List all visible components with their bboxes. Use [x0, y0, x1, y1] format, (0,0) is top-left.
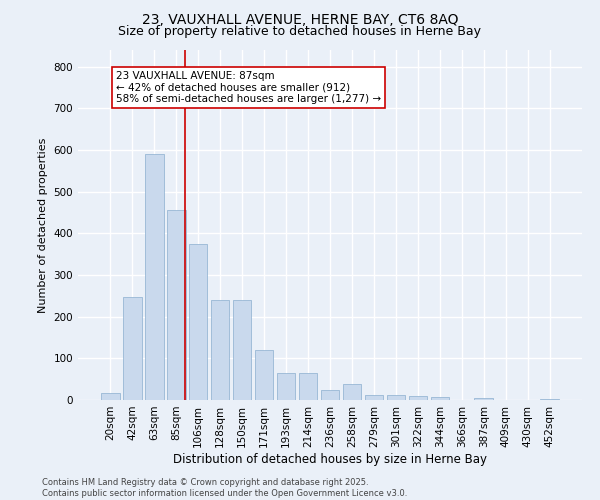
- Bar: [475, 398, 493, 400]
- Bar: [320, 390, 340, 400]
- Bar: [255, 350, 274, 400]
- Bar: [101, 392, 119, 400]
- Text: Contains HM Land Registry data © Crown copyright and database right 2025.
Contai: Contains HM Land Registry data © Crown c…: [42, 478, 407, 498]
- Bar: [145, 154, 164, 400]
- Y-axis label: Number of detached properties: Number of detached properties: [38, 138, 48, 312]
- Bar: [233, 300, 251, 400]
- Bar: [386, 395, 405, 400]
- Bar: [211, 300, 229, 400]
- Bar: [409, 396, 427, 400]
- Bar: [365, 395, 383, 400]
- Bar: [167, 210, 185, 400]
- Bar: [343, 384, 361, 400]
- Bar: [277, 373, 295, 400]
- Text: 23 VAUXHALL AVENUE: 87sqm
← 42% of detached houses are smaller (912)
58% of semi: 23 VAUXHALL AVENUE: 87sqm ← 42% of detac…: [116, 71, 382, 104]
- X-axis label: Distribution of detached houses by size in Herne Bay: Distribution of detached houses by size …: [173, 452, 487, 466]
- Text: Size of property relative to detached houses in Herne Bay: Size of property relative to detached ho…: [119, 25, 482, 38]
- Text: 23, VAUXHALL AVENUE, HERNE BAY, CT6 8AQ: 23, VAUXHALL AVENUE, HERNE BAY, CT6 8AQ: [142, 12, 458, 26]
- Bar: [299, 373, 317, 400]
- Bar: [431, 396, 449, 400]
- Bar: [189, 244, 208, 400]
- Bar: [541, 399, 559, 400]
- Bar: [123, 296, 142, 400]
